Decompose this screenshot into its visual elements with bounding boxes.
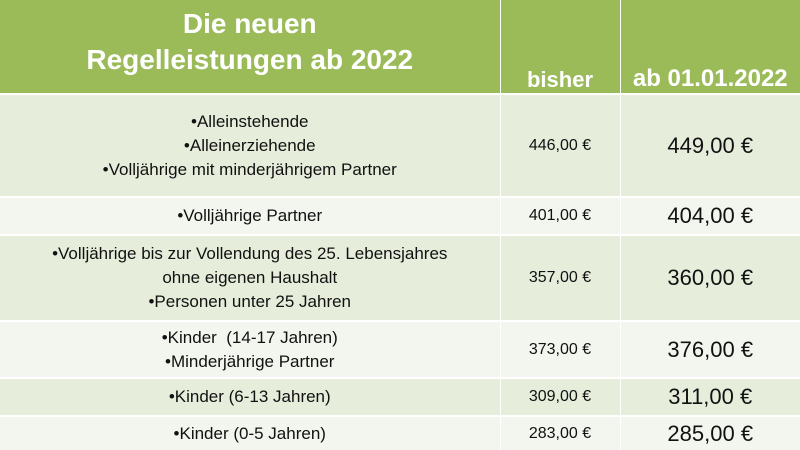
table-header-row: Die neuen Regelleistungen ab 2022 bisher… [0, 0, 800, 94]
row-label-line: •Minderjährige Partner [165, 351, 335, 371]
new-amount: 360,00 € [620, 234, 800, 321]
old-amount: 283,00 € [500, 415, 621, 450]
old-amount: 446,00 € [500, 93, 621, 197]
table-row: •Volljährige bis zur Vollendung des 25. … [0, 234, 800, 321]
row-label: •Volljährige bis zur Vollendung des 25. … [0, 234, 501, 321]
row-label-line: •Kinder (6-13 Jahren) [168, 387, 331, 406]
old-amount: 309,00 € [500, 377, 621, 416]
title-line-1: Die neuen [182, 7, 317, 39]
row-label-line: •Kinder (0-5 Jahren) [173, 424, 326, 443]
row-label-line: •Alleinstehende [191, 111, 309, 131]
table-title: Die neuen Regelleistungen ab 2022 [0, 0, 501, 94]
row-label-line: •Kinder (14-17 Jahren) [161, 327, 338, 347]
table-row: •Kinder (0-5 Jahren) 283,00 € 285,00 € [0, 415, 800, 450]
column-header-new: ab 01.01.2022 [620, 0, 800, 94]
row-label-line: •Alleinerziehende [183, 135, 316, 155]
old-amount: 401,00 € [500, 196, 621, 235]
row-label: •Kinder (6-13 Jahren) [0, 377, 501, 416]
new-amount: 404,00 € [620, 196, 800, 235]
row-label: •Volljährige Partner [0, 196, 501, 235]
row-label-line: •Volljährige mit minderjährigem Partner [102, 159, 397, 179]
row-label: •Kinder (14-17 Jahren) •Minderjährige Pa… [0, 320, 501, 378]
row-label-line: •Personen unter 25 Jahren [148, 292, 352, 311]
row-label-line: •Volljährige bis zur Vollendung des 25. … [52, 244, 448, 263]
table-row: •Kinder (14-17 Jahren) •Minderjährige Pa… [0, 320, 800, 378]
table-row: •Kinder (6-13 Jahren) 309,00 € 311,00 € [0, 377, 800, 416]
new-amount: 285,00 € [620, 415, 800, 450]
new-amount: 449,00 € [620, 93, 800, 197]
new-amount: 376,00 € [620, 320, 800, 378]
row-label: •Kinder (0-5 Jahren) [0, 415, 501, 450]
new-amount: 311,00 € [620, 377, 800, 416]
table-row: •Volljährige Partner 401,00 € 404,00 € [0, 196, 800, 235]
row-label-line: •Volljährige Partner [177, 206, 323, 225]
row-label: •Alleinstehende •Alleinerziehende •Vollj… [0, 93, 501, 197]
table-row: •Alleinstehende •Alleinerziehende •Vollj… [0, 93, 800, 197]
old-amount: 373,00 € [500, 320, 621, 378]
column-header-old: bisher [500, 0, 621, 94]
row-label-line: ohne eigenen Haushalt [162, 268, 338, 287]
title-line-2: Regelleistungen ab 2022 [86, 43, 414, 75]
old-amount: 357,00 € [500, 234, 621, 321]
